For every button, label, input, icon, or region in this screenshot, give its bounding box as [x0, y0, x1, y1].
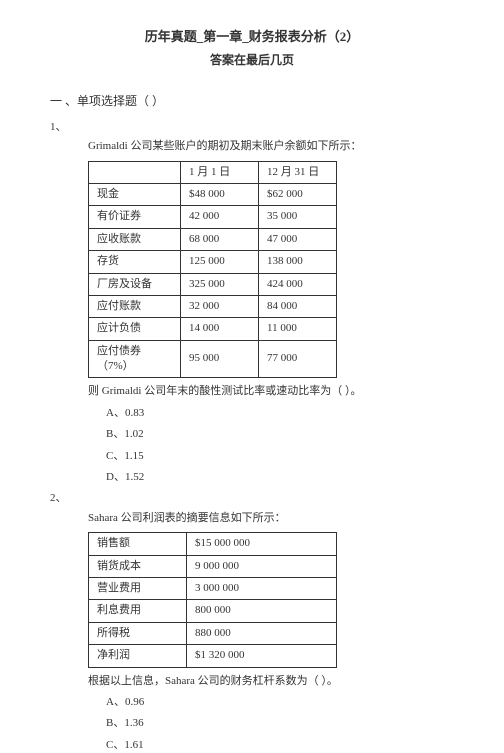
table-cell: 营业费用 [89, 577, 187, 599]
table-cell: 销货成本 [89, 555, 187, 577]
table-cell: 应付账款 [89, 295, 181, 317]
table-cell: 77 000 [259, 340, 337, 378]
table-cell: 应计负债 [89, 318, 181, 340]
option-a: A、0.83 [106, 406, 454, 421]
table-cell: 厂房及设备 [89, 273, 181, 295]
option-c: C、1.61 [106, 738, 454, 753]
table-cell: 68 000 [181, 228, 259, 250]
table-cell: 880 000 [187, 622, 337, 644]
table-cell: 11 000 [259, 318, 337, 340]
table-cell: 47 000 [259, 228, 337, 250]
table-cell: 84 000 [259, 295, 337, 317]
table-cell: 35 000 [259, 206, 337, 228]
table-cell: 800 000 [187, 600, 337, 622]
page-title: 历年真题_第一章_财务报表分析（2） [50, 28, 454, 46]
table-cell: 424 000 [259, 273, 337, 295]
question-number-1: 1、 [50, 120, 454, 135]
question-after-2: 根据以上信息，Sahara 公司的财务杠杆系数为（ ）。 [88, 674, 454, 689]
question-intro-2: Sahara 公司利润表的摘要信息如下所示： [88, 511, 454, 526]
table-cell: $62 000 [259, 183, 337, 205]
table-cell: 138 000 [259, 251, 337, 273]
option-d: D、1.52 [106, 470, 454, 485]
table-cell: 14 000 [181, 318, 259, 340]
option-c: C、1.15 [106, 449, 454, 464]
table-cell: 12 月 31 日 [259, 161, 337, 183]
question-after-1: 则 Grimaldi 公司年末的酸性测试比率或速动比率为（ ）。 [88, 384, 454, 399]
table-cell: 存货 [89, 251, 181, 273]
option-b: B、1.36 [106, 716, 454, 731]
table-cell: $15 000 000 [187, 533, 337, 555]
table-cell: 125 000 [181, 251, 259, 273]
table-cell: 42 000 [181, 206, 259, 228]
table-cell: 95 000 [181, 340, 259, 378]
options-q2: A、0.96 B、1.36 C、1.61 [106, 695, 454, 753]
table-cell [89, 161, 181, 183]
section-heading: 一 、单项选择题（ ） [50, 93, 454, 110]
table-cell: 325 000 [181, 273, 259, 295]
page-subtitle: 答案在最后几页 [50, 52, 454, 69]
table-cell: 所得税 [89, 622, 187, 644]
options-q1: A、0.83 B、1.02 C、1.15 D、1.52 [106, 406, 454, 486]
table-cell: 32 000 [181, 295, 259, 317]
table-cell: 9 000 000 [187, 555, 337, 577]
table-cell: 有价证券 [89, 206, 181, 228]
table-cell: $1 320 000 [187, 645, 337, 667]
table-q2: 销售额$15 000 000 销货成本9 000 000 营业费用3 000 0… [88, 532, 337, 667]
option-a: A、0.96 [106, 695, 454, 710]
option-b: B、1.02 [106, 427, 454, 442]
table-cell: 1 月 1 日 [181, 161, 259, 183]
table-cell: 销售额 [89, 533, 187, 555]
table-cell: 3 000 000 [187, 577, 337, 599]
table-cell: 利息费用 [89, 600, 187, 622]
table-q1: 1 月 1 日 12 月 31 日 现金$48 000$62 000 有价证券4… [88, 161, 337, 379]
table-cell: 现金 [89, 183, 181, 205]
table-cell: 应收账款 [89, 228, 181, 250]
table-cell: 应付债券（7%） [89, 340, 181, 378]
question-intro-1: Grimaldi 公司某些账户的期初及期末账户余额如下所示： [88, 139, 454, 154]
question-number-2: 2、 [50, 491, 454, 506]
table-cell: 净利润 [89, 645, 187, 667]
table-cell: $48 000 [181, 183, 259, 205]
